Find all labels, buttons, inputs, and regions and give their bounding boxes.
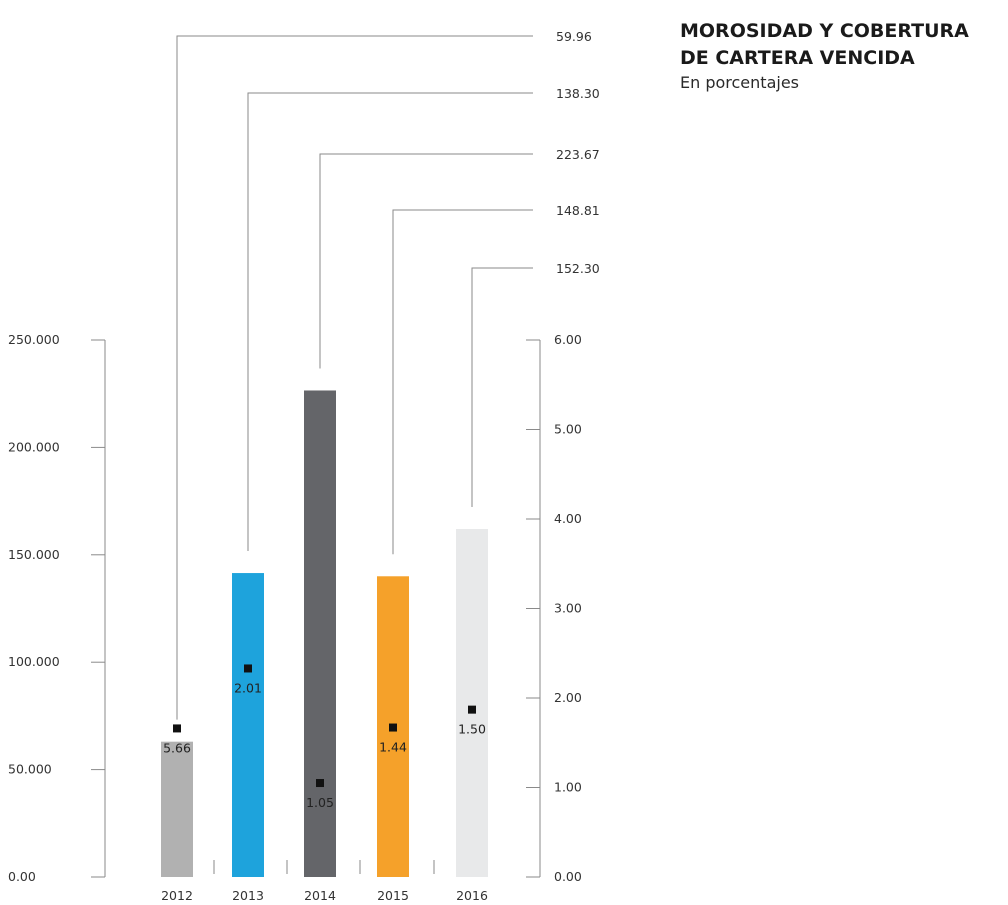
morosidad-point-2012 — [173, 724, 181, 733]
right-axis-tick-label: 5.00 — [554, 422, 582, 437]
x-label-2016: 2016 — [456, 888, 488, 903]
x-label-2013: 2013 — [232, 888, 264, 903]
right-axis-tick-label: 6.00 — [554, 332, 582, 347]
chart-title-line-1: MOROSIDAD Y COBERTURA — [680, 20, 969, 42]
right-axis-tick-label: 3.00 — [554, 601, 582, 616]
bar-2013 — [232, 573, 264, 877]
morosidad-points: 5.66 2.01 1.05 1.44 1.50 — [163, 664, 486, 810]
bar-2014 — [304, 390, 336, 877]
morosidad-point-2016 — [468, 705, 476, 714]
x-label-2014: 2014 — [304, 888, 336, 903]
left-axis-tick-label: 150.000 — [8, 547, 60, 562]
bar-2016 — [456, 529, 488, 877]
morosidad-label-2013: 2.01 — [234, 680, 262, 695]
right-axis-tick-label: 4.00 — [554, 511, 582, 526]
coverage-label-2013: 138.30 — [556, 86, 600, 101]
x-label-2015: 2015 — [377, 888, 409, 903]
coverage-connector-2016 — [471, 267, 533, 508]
coverage-label-2015: 148.81 — [556, 203, 600, 218]
morosidad-label-2014: 1.05 — [306, 795, 334, 810]
coverage-label-2016: 152.30 — [556, 261, 600, 276]
title-block: MOROSIDAD Y COBERTURA DE CARTERA VENCIDA… — [680, 18, 1006, 94]
bar-2012 — [161, 741, 193, 877]
coverage-connector-2015 — [392, 209, 533, 555]
left-axis-tick-label: 100.000 — [8, 654, 60, 669]
morosidad-point-2013 — [244, 664, 252, 673]
morosidad-point-2015 — [389, 723, 397, 732]
chart-title-line-2: DE CARTERA VENCIDA — [680, 47, 915, 69]
left-axis-tick-label: 250.000 — [8, 332, 60, 347]
morosidad-label-2015: 1.44 — [379, 740, 407, 755]
left-axis-tick-label: 200.000 — [8, 439, 60, 454]
category-separators — [213, 860, 435, 874]
coverage-connectors: 59.96 138.30 223.67 148.81 152.30 — [176, 29, 600, 720]
coverage-connector-2014 — [319, 153, 533, 369]
morosidad-point-2014 — [316, 779, 324, 788]
left-axis-tick-label: 50.000 — [8, 762, 52, 777]
right-axis-tick-label: 1.00 — [554, 780, 582, 795]
coverage-connector-2013 — [247, 92, 533, 552]
right-axis-tick-label: 2.00 — [554, 690, 582, 705]
coverage-connector-2012 — [176, 35, 533, 720]
x-axis-labels: 2012 2013 2014 2015 2016 — [161, 888, 488, 903]
right-axis-tick-label: 0.00 — [554, 869, 582, 884]
bars — [161, 390, 488, 877]
chart-subtitle: En porcentajes — [680, 73, 799, 92]
morosidad-label-2012: 5.66 — [163, 740, 191, 755]
x-label-2012: 2012 — [161, 888, 193, 903]
left-axis-tick-label: 0.00 — [8, 869, 36, 884]
coverage-label-2014: 223.67 — [556, 147, 600, 162]
right-axis: 0.00 1.00 2.00 3.00 4.00 5.00 6.00 — [526, 332, 582, 884]
morosidad-label-2016: 1.50 — [458, 722, 486, 737]
left-axis: 0.00 50.000 100.000 150.000 200.000 250.000 — [8, 332, 106, 884]
coverage-label-2012: 59.96 — [556, 29, 592, 44]
